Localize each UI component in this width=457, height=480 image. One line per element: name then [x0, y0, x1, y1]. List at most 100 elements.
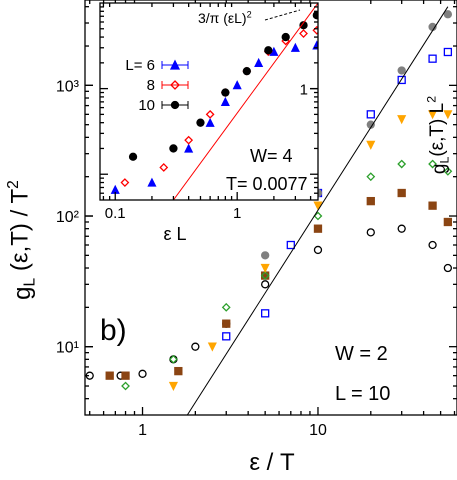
marker: [366, 172, 376, 182]
marker: [147, 177, 157, 187]
marker: [105, 371, 114, 380]
fit-line: [173, 3, 318, 200]
marker: [261, 271, 270, 280]
marker: [261, 280, 270, 289]
legend-marker: [170, 80, 180, 90]
legend-label: L= 6: [125, 57, 155, 74]
annotation: b): [100, 314, 127, 347]
marker: [397, 188, 406, 198]
line-label-part: 3/π (εL): [198, 10, 247, 26]
annotation: W = 2: [335, 343, 388, 365]
x-tick-label: 1: [233, 205, 241, 222]
marker: [205, 109, 215, 119]
marker: [366, 228, 375, 237]
marker: [312, 11, 318, 20]
marker: [397, 75, 406, 85]
marker: [242, 66, 251, 76]
marker: [428, 54, 437, 63]
marker: [121, 381, 130, 391]
legend-label: 8: [147, 77, 155, 94]
annotation: T= 0.0077: [226, 174, 308, 194]
marker: [232, 80, 242, 90]
marker: [299, 21, 308, 30]
marker: [174, 366, 183, 376]
marker: [397, 159, 407, 169]
marker: [169, 355, 178, 364]
marker: [313, 211, 323, 221]
marker: [168, 381, 178, 391]
marker: [443, 110, 453, 120]
marker: [169, 144, 178, 153]
marker: [286, 240, 295, 250]
right-axis-label-part: 2: [425, 96, 439, 103]
marker: [443, 10, 453, 19]
y-tick-label: 10³: [56, 78, 80, 95]
marker: [222, 332, 231, 341]
x-tick-label: 10: [309, 422, 327, 439]
axes-frame: [84, 0, 457, 416]
inset-x-label: ε L: [163, 224, 186, 244]
marker: [281, 32, 290, 42]
y-axis-label-part: L: [22, 277, 39, 286]
legend-marker: [170, 100, 180, 110]
marker: [428, 240, 437, 250]
right-axis-label-part: L: [438, 157, 452, 164]
y-tick-label: 10¹: [56, 340, 79, 357]
marker: [366, 110, 375, 119]
marker: [207, 342, 217, 352]
marker: [428, 201, 437, 210]
y-axis-label-part: g: [9, 286, 36, 299]
marker: [366, 196, 375, 206]
marker: [159, 163, 169, 172]
right-axis-label: gL(ε,T) L2: [425, 96, 452, 174]
right-axis-label-part: g: [429, 164, 450, 175]
y-axis-label-part: 2: [5, 180, 22, 189]
y-tick-label: 1: [300, 82, 308, 99]
marker: [221, 302, 231, 312]
y-axis-label: gL (ε,T) / T2: [5, 180, 39, 300]
marker: [261, 251, 270, 260]
marker: [397, 224, 406, 233]
x-tick-label: 0.1: [105, 205, 126, 222]
marker: [313, 245, 323, 255]
marker: [120, 178, 130, 187]
line-label: 3/π (εL)2: [198, 10, 252, 26]
marker: [290, 42, 300, 52]
marker: [428, 159, 438, 169]
marker: [261, 309, 270, 318]
marker: [260, 271, 270, 281]
marker: [222, 319, 231, 328]
marker: [184, 135, 194, 145]
fit-line: [186, 6, 449, 415]
marker: [121, 371, 130, 380]
marker: [191, 342, 200, 351]
marker: [138, 369, 147, 378]
annotation: W= 4: [250, 146, 293, 166]
marker: [299, 29, 308, 38]
annotation-arrow: [264, 9, 301, 21]
marker: [254, 57, 264, 67]
marker: [205, 117, 215, 127]
annotation: L = 10: [335, 383, 390, 405]
y-tick-label: 10²: [56, 209, 80, 226]
marker: [397, 66, 406, 75]
legend-marker: [169, 59, 181, 70]
line-label-part: 2: [247, 10, 252, 20]
right-axis-label-part: (ε,T) L: [427, 103, 448, 157]
y-axis-label-part: (ε,T) / T: [6, 189, 33, 278]
marker: [169, 354, 178, 364]
marker: [220, 96, 230, 107]
marker: [184, 143, 194, 153]
marker: [260, 263, 270, 273]
marker: [313, 224, 323, 233]
marker: [443, 47, 453, 57]
marker: [366, 140, 376, 150]
legend-label: 10: [138, 97, 155, 114]
marker: [443, 166, 453, 176]
plot-area: [85, 6, 453, 415]
marker: [443, 263, 453, 273]
marker: [397, 115, 407, 125]
x-tick-label: 1: [138, 422, 147, 439]
marker: [264, 46, 273, 55]
